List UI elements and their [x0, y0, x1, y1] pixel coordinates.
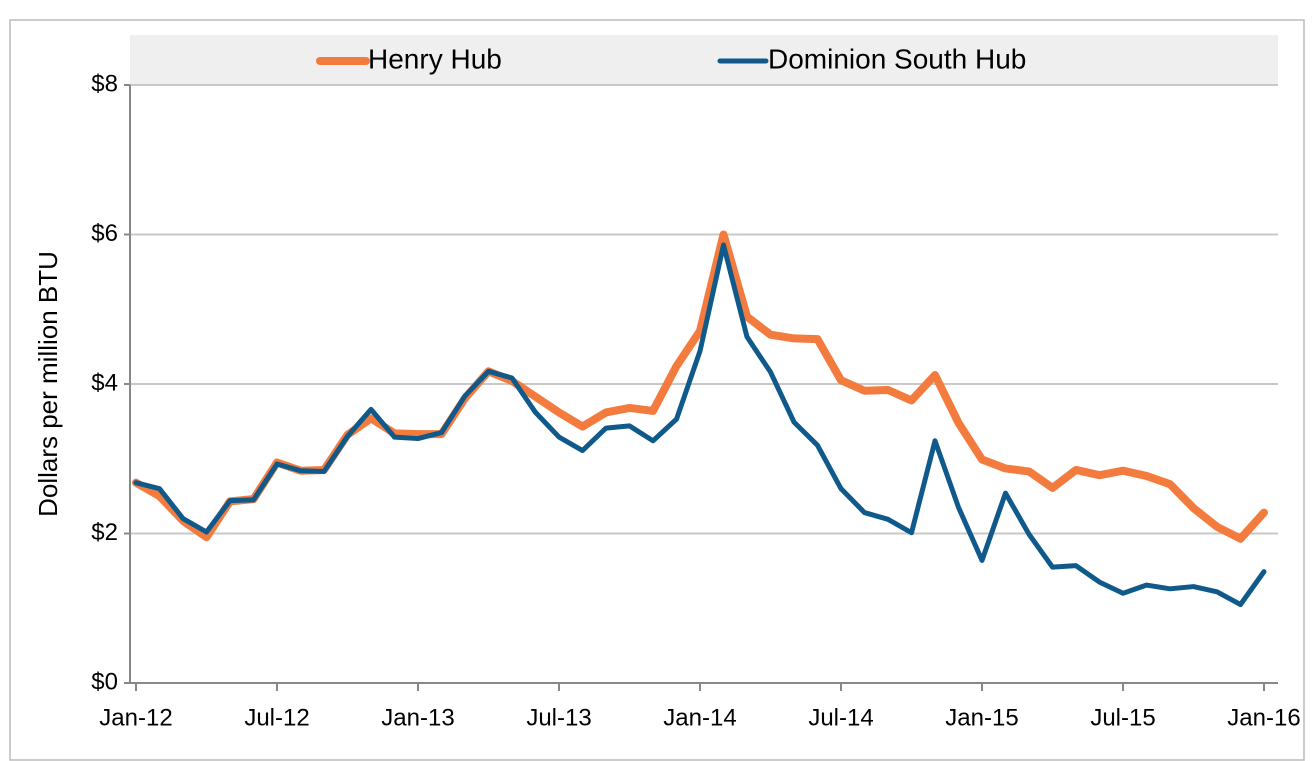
x-tick-label: Jul-12 — [244, 704, 309, 731]
y-tick-label: $4 — [91, 369, 118, 396]
chart-frame — [9, 19, 1305, 761]
y-tick-label: $8 — [91, 70, 118, 97]
x-tick-label: Jul-14 — [808, 704, 873, 731]
y-tick-label: $0 — [91, 668, 118, 695]
x-tick-label: Jul-15 — [1090, 704, 1155, 731]
x-tick-label: Jan-12 — [99, 704, 172, 731]
legend-label: Henry Hub — [368, 43, 502, 74]
x-tick-label: Jan-16 — [1227, 704, 1300, 731]
y-tick-label: $2 — [91, 519, 118, 546]
x-tick-label: Jan-13 — [381, 704, 454, 731]
series-line — [133, 242, 1267, 608]
x-tick-label: Jan-15 — [945, 704, 1018, 731]
legend-band — [130, 35, 1278, 85]
x-tick-label: Jan-14 — [663, 704, 736, 731]
y-tick-label: $6 — [91, 220, 118, 247]
legend-label: Dominion South Hub — [768, 43, 1026, 74]
x-tick-label: Jul-13 — [526, 704, 591, 731]
y-axis-label: Dollars per million BTU — [33, 251, 63, 517]
